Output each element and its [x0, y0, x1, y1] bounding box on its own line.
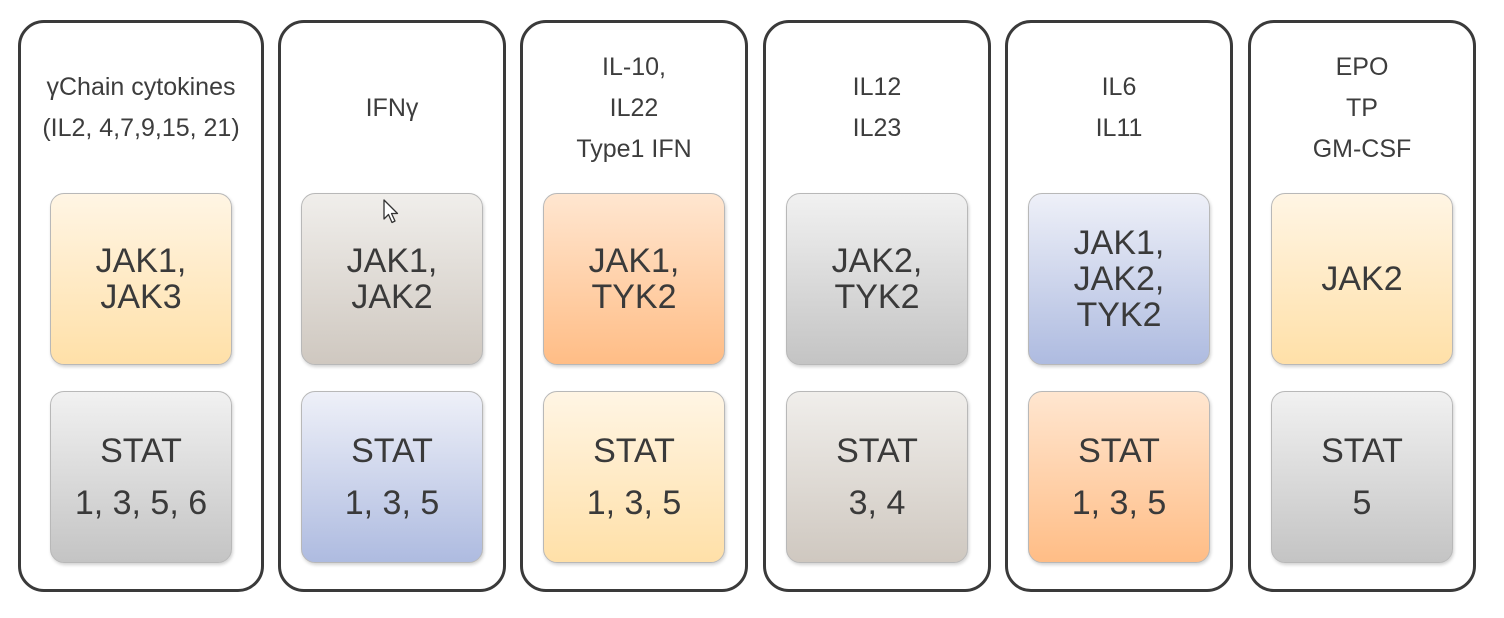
- column-header: IL12 IL23: [766, 23, 988, 193]
- column-il12: IL12 IL23 JAK2, TYK2 STAT 3, 4: [763, 20, 991, 592]
- jak-box: JAK1, TYK2: [543, 193, 725, 365]
- column-header: EPO TP GM-CSF: [1251, 23, 1473, 193]
- stat-label: STAT: [593, 432, 675, 470]
- header-line: Type1 IFN: [576, 134, 692, 163]
- stat-values: 3, 4: [848, 484, 906, 522]
- header-line: GM-CSF: [1312, 134, 1412, 163]
- stat-box: STAT 1, 3, 5: [543, 391, 725, 563]
- header-line: IL-10,: [602, 52, 666, 81]
- header-line: EPO: [1335, 52, 1389, 81]
- header-line: IL22: [609, 93, 659, 122]
- column-epo: EPO TP GM-CSF JAK2 STAT 5: [1248, 20, 1476, 592]
- jak-line: JAK1,: [346, 242, 438, 280]
- stat-box: STAT 5: [1271, 391, 1453, 563]
- jak-line: JAK1,: [95, 242, 187, 280]
- jak-line: TYK2: [591, 278, 677, 316]
- stat-values: 1, 3, 5: [1071, 484, 1167, 522]
- stat-values: 1, 3, 5: [344, 484, 440, 522]
- column-header: IL-10, IL22 Type1 IFN: [523, 23, 745, 193]
- column-il6: IL6 IL11 JAK1, JAK2, TYK2 STAT 1, 3, 5: [1005, 20, 1233, 592]
- stat-label: STAT: [1078, 432, 1160, 470]
- header-line: γChain cytokines: [46, 73, 236, 101]
- jak-line: JAK2: [1321, 260, 1403, 298]
- jak-line: JAK2,: [1073, 260, 1165, 298]
- stat-values: 1, 3, 5: [586, 484, 682, 522]
- jak-box: JAK1, JAK3: [50, 193, 232, 365]
- jak-box: JAK2: [1271, 193, 1453, 365]
- jak-box: JAK1, JAK2, TYK2: [1028, 193, 1210, 365]
- jak-line: TYK2: [1076, 296, 1162, 334]
- stat-values: 1, 3, 5, 6: [74, 484, 208, 522]
- column-header: γChain cytokines (IL2, 4,7,9,15, 21): [21, 23, 261, 193]
- stat-label: STAT: [100, 432, 182, 470]
- stat-label: STAT: [836, 432, 918, 470]
- mouse-pointer-icon: [383, 199, 399, 224]
- column-gamma-chain: γChain cytokines (IL2, 4,7,9,15, 21) JAK…: [18, 20, 264, 592]
- jak-line: TYK2: [834, 278, 920, 316]
- header-line: TP: [1346, 93, 1378, 122]
- header-line: IFNγ: [365, 93, 419, 122]
- jak-box: JAK2, TYK2: [786, 193, 968, 365]
- column-header: IL6 IL11: [1008, 23, 1230, 193]
- column-ifn-gamma: IFNγ JAK1, JAK2 STAT 1, 3, 5: [278, 20, 506, 592]
- header-line: IL12: [852, 73, 902, 101]
- header-line: IL23: [852, 114, 902, 142]
- jak-line: JAK1,: [588, 242, 680, 280]
- stat-values: 5: [1352, 484, 1372, 522]
- column-header: IFNγ: [281, 23, 503, 193]
- jak-line: JAK1,: [1073, 224, 1165, 262]
- stat-label: STAT: [351, 432, 433, 470]
- jak-line: JAK2,: [831, 242, 923, 280]
- stat-box: STAT 1, 3, 5: [1028, 391, 1210, 563]
- stat-box: STAT 1, 3, 5: [301, 391, 483, 563]
- header-line: IL11: [1095, 114, 1143, 142]
- jak-line: JAK3: [100, 278, 182, 316]
- stat-box: STAT 1, 3, 5, 6: [50, 391, 232, 563]
- header-line: (IL2, 4,7,9,15, 21): [42, 114, 240, 142]
- stat-label: STAT: [1321, 432, 1403, 470]
- jak-line: JAK2: [351, 278, 433, 316]
- header-line: IL6: [1101, 73, 1137, 101]
- stat-box: STAT 3, 4: [786, 391, 968, 563]
- column-il10: IL-10, IL22 Type1 IFN JAK1, TYK2 STAT 1,…: [520, 20, 748, 592]
